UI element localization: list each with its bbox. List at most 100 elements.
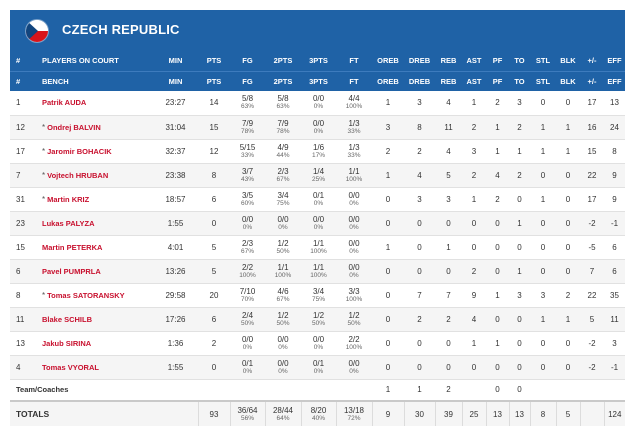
total-efficiency: 124 [603, 400, 625, 426]
personal-fouls: 1 [486, 139, 509, 164]
table-row: 17 * Jaromir BOHACIK 32:37 12 5/15 33% 4/9 44% 1/… [10, 139, 625, 164]
field-goals: 2/2 100% [230, 259, 265, 284]
blocks: 1 [556, 139, 580, 164]
two-pointers-pct: 67% [276, 175, 290, 183]
player-cell: Patrik AUDA [36, 91, 153, 116]
points: 12 [198, 139, 230, 164]
total-plus-minus [579, 400, 604, 426]
three-pointers-pct: 0% [313, 199, 324, 207]
three-pointers-pct: 17% [311, 151, 325, 159]
player-name-link[interactable]: Jaromir BOHACIK [47, 146, 112, 156]
assists: 0 [462, 211, 486, 236]
starter-icon: * [42, 170, 46, 180]
defensive-rebounds: 0 [404, 355, 435, 380]
efficiency: 13 [604, 91, 625, 116]
two-pointers: 0/0 0% [265, 211, 301, 236]
free-throws: 0/0 0% [336, 259, 372, 284]
points: 8 [198, 163, 230, 188]
plus-minus [580, 379, 604, 402]
three-pointers: 0/0 0% [301, 211, 336, 236]
personal-fouls: 0 [486, 235, 509, 260]
player-name-link[interactable]: Jakub SIRINA [42, 338, 92, 348]
two-pointers: 4/6 67% [265, 283, 301, 308]
field-goals-made: 2/2 [241, 262, 254, 272]
player-number: 11 [10, 307, 36, 332]
player-name-link[interactable]: Ondrej BALVIN [47, 122, 101, 132]
free-throws-made: 4/4 [348, 94, 360, 104]
blocks: 0 [556, 259, 580, 284]
player-name-link[interactable]: Martin PETERKA [42, 242, 103, 252]
steals: 0 [530, 235, 556, 260]
table-row: 15 Martin PETERKA 4:01 5 2/3 67% 1/2 50% 1/1 100%… [10, 235, 625, 260]
field-goals-pct: 60% [240, 199, 254, 207]
two-pointers-pct: 75% [276, 199, 290, 207]
rebounds: 5 [435, 163, 462, 188]
player-name-link[interactable]: Tomas SATORANSKY [47, 290, 125, 300]
player-name-link[interactable]: Vojtech HRUBAN [47, 170, 109, 180]
defensive-rebounds: 2 [404, 307, 435, 332]
minutes: 31:04 [153, 115, 198, 140]
rebounds: 1 [435, 235, 462, 260]
assists: 1 [462, 187, 486, 212]
field-goals-pct: 43% [240, 175, 254, 183]
col-header-eff: EFF [607, 76, 622, 86]
three-pointers-made: 1/1 [312, 262, 325, 272]
player-name-link[interactable]: Tomas VYORAL [42, 362, 99, 372]
efficiency: -1 [604, 211, 625, 236]
points: 0 [198, 211, 230, 236]
table-row: 8 * Tomas SATORANSKY 29:58 20 7/10 70% 4/6 67% 3/… [10, 283, 625, 308]
three-pointers: 0/0 0% [301, 91, 336, 116]
free-throws-pct: 0% [349, 199, 359, 207]
two-pointers: 3/4 75% [265, 187, 301, 212]
total-free-throws: 13/18 72% [335, 400, 372, 426]
free-throws: 2/2 100% [336, 331, 372, 356]
field-goals: 0/0 0% [230, 211, 265, 236]
efficiency: 6 [604, 259, 625, 284]
three-pointers-made: 1/4 [312, 166, 325, 176]
free-throws-made: 1/3 [348, 118, 360, 128]
field-goals-made: 7/10 [239, 286, 256, 296]
player-name-link[interactable]: Pavel PUMPRLA [42, 266, 101, 276]
plus-minus: 15 [580, 139, 604, 164]
field-goals-made: 2/4 [241, 310, 254, 320]
rebounds: 2 [435, 379, 462, 402]
player-name-link[interactable]: Martin KRIZ [47, 194, 90, 204]
team-coaches-row: Team/Coaches 1 1 2 0 0 [10, 379, 625, 402]
field-goals: 7/9 78% [230, 115, 265, 140]
efficiency: 9 [604, 187, 625, 212]
player-name-link[interactable]: Lukas PALYZA [42, 218, 95, 228]
player-number: 23 [10, 211, 36, 236]
total-assists: 25 [461, 400, 486, 426]
col-header-2pts: 2PTS [273, 76, 293, 86]
blocks: 1 [556, 115, 580, 140]
field-goals: 7/10 70% [230, 283, 265, 308]
three-pointers: 1/2 50% [301, 307, 336, 332]
field-goals-made: 0/1 [241, 358, 254, 368]
two-pointers-pct: 78% [276, 127, 290, 135]
field-goals-made: 5/15 [239, 142, 256, 152]
table-row: 23 Lukas PALYZA 1:55 0 0/0 0% 0/0 0% 0/0 0% 0/0 0% 0… [10, 211, 625, 236]
starter-icon: * [42, 146, 46, 156]
three-pointers: 0/1 0% [301, 355, 336, 380]
two-pointers-pct: 50% [276, 319, 290, 327]
three-pointers: 3/4 75% [301, 283, 336, 308]
boxscore-table: # PLAYERS ON COURT MIN PTS FG 2PTS 3PTS FT OREB D… [10, 51, 625, 426]
player-name-link[interactable]: Patrik AUDA [42, 98, 87, 108]
field-goals-pct: 78% [240, 127, 254, 135]
player-cell: Tomas VYORAL [36, 355, 153, 380]
three-pointers-pct: 0% [313, 127, 324, 135]
personal-fouls: 0 [486, 307, 509, 332]
free-throws-made: 2/2 [348, 334, 360, 344]
col-header-min: MIN [168, 76, 183, 86]
turnovers: 3 [509, 91, 530, 116]
personal-fouls: 2 [486, 187, 509, 212]
blocks: 0 [556, 331, 580, 356]
assists: 2 [462, 163, 486, 188]
three-pointers: 0/0 0% [301, 115, 336, 140]
table-row: 13 Jakub SIRINA 1:36 2 0/0 0% 0/0 0% 0/0 0% 2/2 100… [10, 331, 625, 356]
steals: 1 [530, 115, 556, 140]
free-throws-made: 0/0 [348, 190, 360, 200]
two-pointers-pct: 100% [274, 271, 292, 279]
player-cell: Blake SCHILB [36, 307, 153, 332]
player-name-link[interactable]: Blake SCHILB [42, 314, 93, 324]
